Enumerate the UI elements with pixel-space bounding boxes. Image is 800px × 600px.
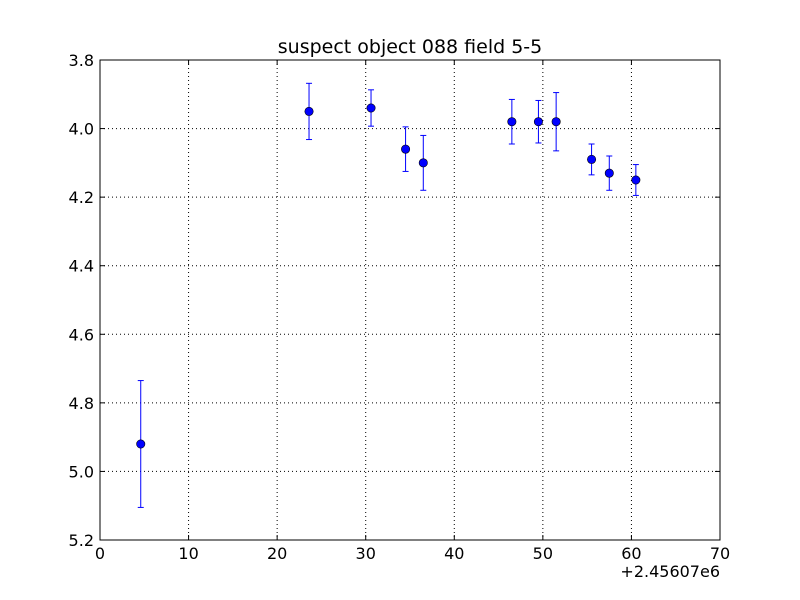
data-point [587,154,597,164]
data-point [631,175,641,185]
data-point [418,158,428,168]
y-tick-label: 4.0 [69,120,94,139]
data-point [136,439,146,449]
data-point [304,106,314,116]
x-tick-label: 70 [710,544,730,563]
x-tick-label: 10 [178,544,198,563]
y-tick-label: 4.6 [69,325,94,344]
x-tick-label: 30 [356,544,376,563]
grid [100,60,720,540]
y-tick-label: 4.2 [69,188,94,207]
y-tick-label: 5.0 [69,462,94,481]
data-point [507,117,517,127]
x-tick-label: 60 [621,544,641,563]
x-tick-label: 0 [95,544,105,563]
data-point [401,144,411,154]
plot-area [99,59,721,541]
x-tick-label: 50 [533,544,553,563]
chart-title: suspect object 088 field 5-5 [278,36,543,58]
x-axis-tick-labels: 0 10 20 30 40 50 60 70 [95,544,730,563]
data-point [366,103,376,113]
x-tick-label: 20 [267,544,287,563]
x-tick-label: 40 [444,544,464,563]
x-axis-offset-label: +2.45607e6 [620,562,720,581]
y-tick-label: 4.4 [69,257,94,276]
data-point [604,168,614,178]
y-tick-label: 4.8 [69,394,94,413]
data-point [551,117,561,127]
y-axis-tick-labels: 3.8 4.0 4.2 4.4 4.6 4.8 5.0 5.2 [69,51,94,550]
data-point [533,117,543,127]
plot-border [99,59,721,541]
y-tick-label: 3.8 [69,51,94,70]
data-markers [136,103,641,449]
y-tick-label: 5.2 [69,531,94,550]
